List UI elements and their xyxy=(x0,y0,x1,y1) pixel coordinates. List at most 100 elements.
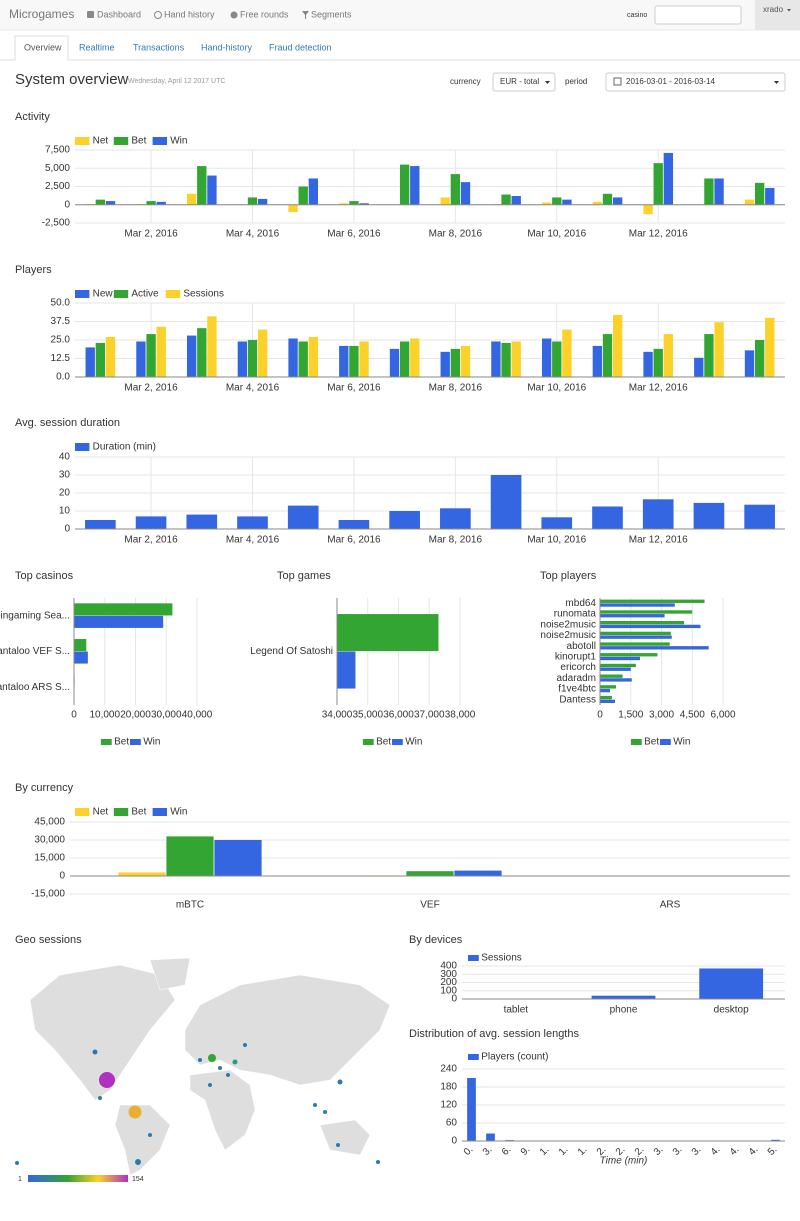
bar xyxy=(600,674,623,678)
legend-swatch xyxy=(113,290,129,298)
tab[interactable]: Fraud detection xyxy=(269,42,332,52)
y-tick-label: 5,000 xyxy=(45,163,70,174)
y-tick-label: kinorupt1 xyxy=(555,651,597,662)
bar xyxy=(410,338,420,377)
tab[interactable]: Realtime xyxy=(79,42,115,52)
legend-label: Bet xyxy=(114,737,129,748)
y-tick-label: abotoll xyxy=(567,641,596,652)
bar xyxy=(541,338,552,377)
nav-link[interactable]: Hand history xyxy=(164,9,215,19)
bar xyxy=(704,334,714,377)
bar xyxy=(74,603,173,616)
bar xyxy=(600,635,672,639)
bar xyxy=(744,350,755,377)
bar xyxy=(600,685,616,689)
x-tick-label: 5. xyxy=(766,1144,780,1158)
bar xyxy=(85,520,116,529)
chart-title: Players xyxy=(15,264,52,276)
currency-value[interactable]: EUR - total xyxy=(500,77,539,86)
bar xyxy=(156,201,166,205)
bar xyxy=(699,968,764,999)
nav-link[interactable]: Dashboard xyxy=(97,9,141,19)
y-tick-label: noise2music xyxy=(540,619,596,630)
bar xyxy=(600,621,685,625)
user-name[interactable]: xrado xyxy=(763,5,784,14)
bubble xyxy=(198,1058,202,1062)
period-value[interactable]: 2016-03-01 - 2016-03-14 xyxy=(626,77,716,86)
legend-swatch xyxy=(100,739,112,745)
y-tick-label: 100 xyxy=(440,985,457,996)
x-tick-label: VEF xyxy=(420,900,439,911)
x-tick-label: Mar 12, 2016 xyxy=(629,535,688,546)
world-map xyxy=(29,957,391,1176)
bar xyxy=(237,341,248,377)
icon xyxy=(230,11,238,19)
x-tick-label: 0. xyxy=(462,1144,476,1158)
y-tick-label: 300 xyxy=(440,969,457,980)
caret xyxy=(545,81,550,84)
y-tick-label: 20 xyxy=(59,488,71,499)
scale-max: 154 xyxy=(132,1176,144,1183)
bar xyxy=(308,178,319,205)
x-tick-label: 10,000 xyxy=(89,710,120,721)
y-tick-label: adaradm xyxy=(557,673,596,684)
bar xyxy=(600,614,665,618)
tab[interactable]: Transactions xyxy=(133,42,185,52)
legend-swatch xyxy=(113,137,129,145)
land xyxy=(319,1119,371,1156)
date: Wednesday, April 12 2017 UTC xyxy=(128,78,225,85)
casino-input[interactable] xyxy=(654,5,742,25)
tab[interactable]: Hand-history xyxy=(201,42,253,52)
bar xyxy=(714,322,724,377)
x-tick-label: Mar 12, 2016 xyxy=(629,229,688,240)
x-tick-label: Mar 4, 2016 xyxy=(226,229,280,240)
currency-select[interactable] xyxy=(492,72,556,92)
y-tick-label: 0 xyxy=(59,871,65,882)
bar xyxy=(552,197,562,205)
y-tick-label: Dantess xyxy=(559,694,596,705)
calendar-icon xyxy=(613,77,622,86)
x-tick-label: 34,000 xyxy=(322,710,353,721)
bar xyxy=(186,514,218,529)
chart-title: Top casinos xyxy=(15,570,74,582)
bar xyxy=(501,194,511,205)
legend-swatch xyxy=(660,739,671,745)
y-tick-label: Coingaming Sea... xyxy=(0,610,70,621)
legend-label: Duration (min) xyxy=(93,442,156,453)
bar xyxy=(406,871,454,876)
x-tick-label: 20,000 xyxy=(120,710,151,721)
bar xyxy=(399,341,410,377)
nav-link[interactable]: Segments xyxy=(311,9,352,19)
legend-swatch xyxy=(75,290,90,298)
period-picker[interactable] xyxy=(605,72,786,92)
bar xyxy=(663,334,674,377)
brand[interactable]: Microgames xyxy=(9,7,74,21)
x-tick-label: 3,000 xyxy=(649,710,674,721)
x-tick-label: 1. xyxy=(538,1144,552,1158)
x-tick-label: 35,000 xyxy=(352,710,383,721)
x-tick-label: Mar 4, 2016 xyxy=(226,383,280,394)
nav-link[interactable]: Free rounds xyxy=(240,9,289,19)
legend-label: New xyxy=(93,289,114,300)
legend-label: Win xyxy=(673,737,690,748)
bar xyxy=(541,202,552,205)
legend-swatch xyxy=(468,1054,479,1060)
x-tick-label: Mar 6, 2016 xyxy=(327,383,381,394)
chart-title: By devices xyxy=(409,934,463,946)
bar xyxy=(600,624,701,629)
legend-swatch xyxy=(75,137,90,145)
bar xyxy=(105,201,116,205)
tab[interactable]: Overview xyxy=(24,42,62,52)
bubble xyxy=(208,1083,212,1087)
bubble xyxy=(313,1103,317,1107)
bar xyxy=(389,348,400,377)
legend-swatch xyxy=(113,808,129,816)
bar xyxy=(257,198,268,205)
bar xyxy=(771,1139,780,1141)
bar xyxy=(600,699,615,703)
bar xyxy=(197,328,207,377)
user-menu[interactable] xyxy=(755,0,800,30)
legend-swatch xyxy=(152,137,167,145)
bar xyxy=(591,995,656,999)
